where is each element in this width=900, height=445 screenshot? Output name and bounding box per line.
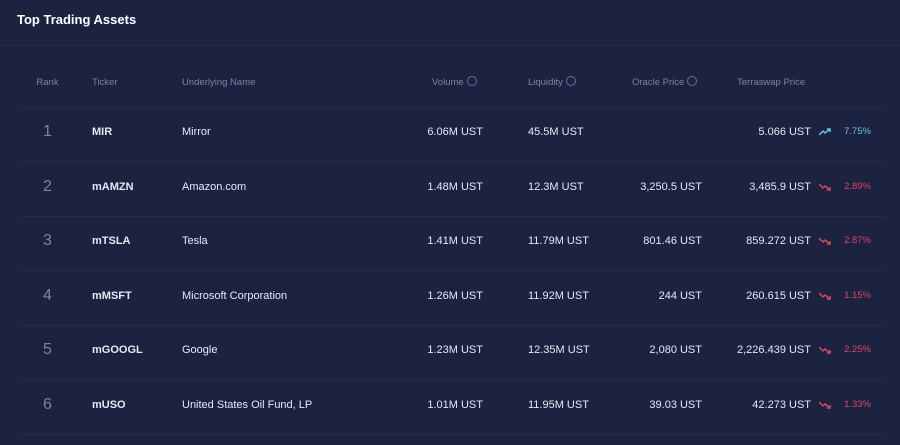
header-volume[interactable]: Volume [432,74,477,92]
ticker[interactable]: mAMZN [92,180,134,193]
rank: 6 [43,395,52,413]
trend-down-icon [818,216,833,266]
underlying-name: Microsoft Corporation [182,289,288,302]
underlying-name: United States Oil Fund, LP [182,398,313,411]
price-change: 1.33% [844,398,871,410]
terraswap-price: 859.272 UST [746,235,811,247]
ticker[interactable]: MIR [92,126,113,138]
liquidity: 45.5M UST [528,126,584,138]
table-row[interactable]: 5 mGOOGL Google 1.23M UST 12.35M UST 2,080 US… [20,325,885,380]
ticker[interactable]: mTSLA [92,235,131,247]
price-change: 2.87% [844,235,871,246]
header-liquidity[interactable]: Liquidity [528,74,576,92]
header-liquidity-label: Liquidity [528,77,563,88]
table-row[interactable]: 1 MIR Mirror 6.06M UST 45.5M UST 5.066 UST 7.7… [20,107,885,162]
terraswap-price: 2,226.439 UST [737,344,811,356]
terraswap-price: 42.273 UST [752,398,811,411]
table-row[interactable]: 2 mAMZN Amazon.com 1.48M UST 12.3M UST 3,250.… [20,162,885,217]
terraswap-price: 260.615 UST [746,289,811,302]
ticker[interactable]: mUSO [92,398,126,411]
ticker[interactable]: mMSFT [92,289,132,302]
oracle-price: 244 UST [658,289,702,302]
volume: 1.41M UST [427,235,483,247]
trend-down-icon [818,271,833,321]
header-oracle-label: Oracle Price [632,77,685,88]
header-terraswap-price[interactable]: Terraswap Price [737,77,806,88]
rank: 4 [43,286,52,304]
header-volume-label: Volume [432,77,464,88]
terraswap-price: 3,485.9 UST [749,180,811,193]
info-icon[interactable] [687,76,698,86]
header-oracle-price[interactable]: Oracle Price [632,74,698,92]
liquidity: 12.3M UST [528,180,584,193]
underlying-name: Amazon.com [182,180,247,193]
underlying-name: Google [182,344,218,356]
info-icon[interactable] [466,76,477,86]
trend-down-icon [818,325,833,375]
rank: 1 [43,123,52,140]
oracle-price: 801.46 UST [643,235,702,247]
table-row[interactable]: 4 mMSFT Microsoft Corporation 1.26M UST 11.9… [20,271,885,326]
volume: 1.26M UST [427,289,483,302]
trend-up-icon [818,107,833,157]
oracle-price: 3,250.5 UST [640,180,702,193]
liquidity: 12.35M UST [528,344,590,356]
volume: 1.48M UST [427,180,483,193]
price-change: 2.89% [844,180,871,192]
liquidity: 11.79M UST [528,235,589,247]
oracle-price: 39.03 UST [649,398,702,411]
liquidity: 11.92M UST [528,289,589,302]
terraswap-price: 5.066 UST [758,126,811,138]
table-header: Rank Ticker Underlying Name Volume Liqui… [20,74,885,108]
rank: 2 [43,177,52,195]
volume: 6.06M UST [427,126,483,138]
table-row[interactable]: 6 mUSO United States Oil Fund, LP 1.01M UST… [20,380,885,435]
underlying-name: Mirror [182,126,211,138]
price-change: 2.25% [844,344,871,355]
trend-down-icon [818,380,833,430]
price-change: 7.75% [844,126,871,137]
price-change: 1.15% [844,289,871,301]
divider [0,45,900,46]
volume: 1.23M UST [427,344,483,356]
ticker[interactable]: mGOOGL [92,344,143,356]
underlying-name: Tesla [182,235,208,247]
header-name[interactable]: Underlying Name [182,77,256,88]
oracle-price: 2,080 UST [649,344,702,356]
table-row[interactable]: 3 mTSLA Tesla 1.41M UST 11.79M UST 801.46 UST… [20,216,885,271]
trend-down-icon [818,162,833,212]
volume: 1.01M UST [427,398,483,411]
info-icon[interactable] [565,76,576,86]
liquidity: 11.95M UST [528,398,589,411]
rank: 3 [43,232,52,249]
page-title: Top Trading Assets [17,12,137,27]
header-rank[interactable]: Rank [36,77,59,88]
rank: 5 [43,341,52,358]
header-ticker[interactable]: Ticker [92,77,118,88]
